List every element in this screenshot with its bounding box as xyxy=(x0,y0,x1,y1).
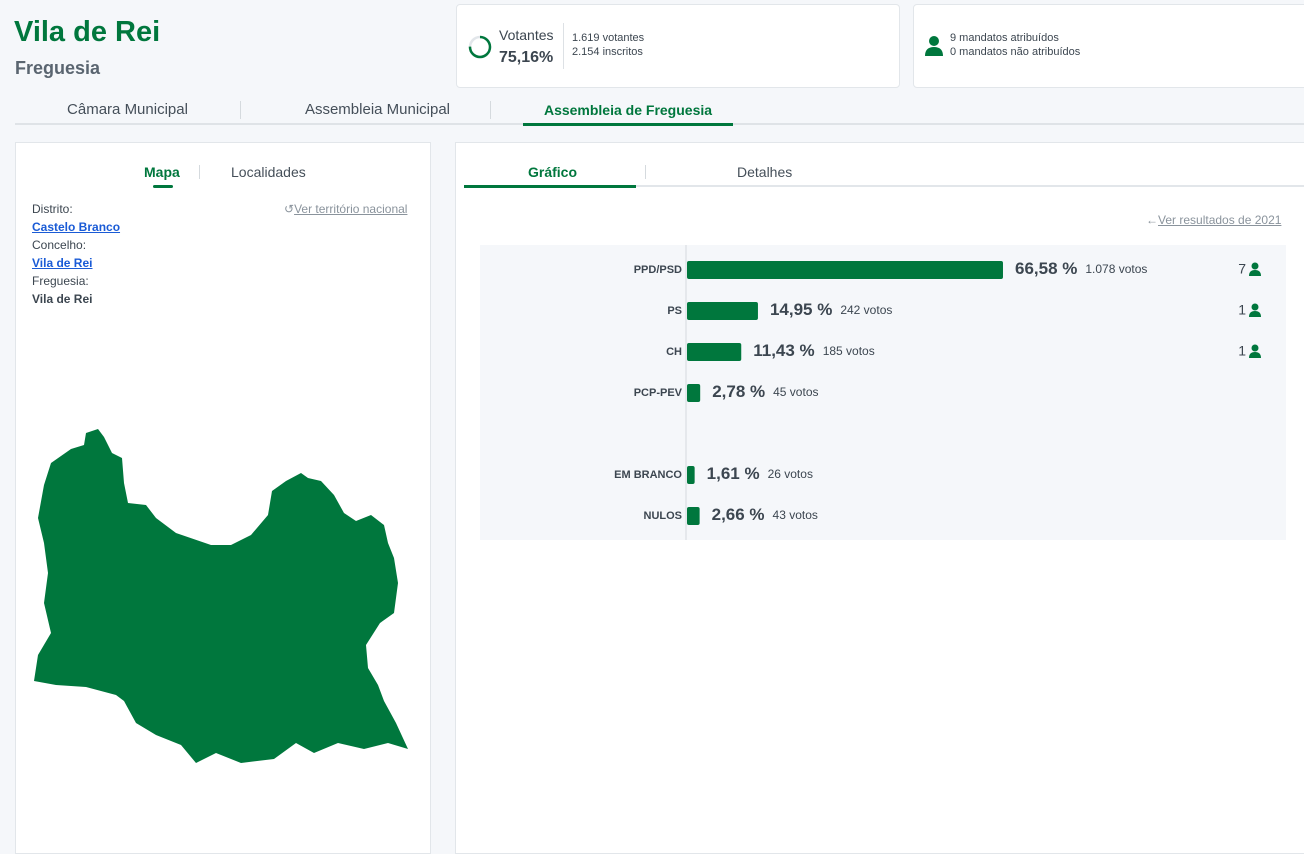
chart-tab-underline xyxy=(464,185,636,188)
mandates-unassigned: 0 mandatos não atribuídos xyxy=(950,46,1081,58)
bar-label: 1,61 % 26 votos xyxy=(707,464,813,483)
national-link-text[interactable]: Ver território nacional xyxy=(294,202,408,216)
bar xyxy=(687,261,1003,279)
party-label: EM BRANCO xyxy=(614,469,682,481)
person-icon xyxy=(1251,303,1259,311)
person-icon xyxy=(1251,262,1259,270)
percent: 66,58 % xyxy=(1015,259,1077,278)
national-link[interactable]: ↺Ver território nacional xyxy=(284,202,408,216)
party-label: PPD/PSD xyxy=(634,264,682,276)
person-icon xyxy=(1249,270,1261,276)
field-value: Vila de Rei xyxy=(32,292,93,306)
person-icon xyxy=(1251,344,1259,352)
votes: 45 votos xyxy=(773,385,818,399)
map xyxy=(34,429,408,763)
person-icon xyxy=(925,36,943,56)
bar-label: 11,43 % 185 votos xyxy=(753,341,875,360)
percent: 2,66 % xyxy=(712,505,765,524)
tab-underline xyxy=(523,123,733,126)
party-label: NULOS xyxy=(644,510,683,522)
party-label: CH xyxy=(666,346,682,358)
results-link-text[interactable]: Ver resultados de 2021 xyxy=(1158,213,1282,227)
percent: 1,61 % xyxy=(707,464,760,483)
turnout-value: 75,16% xyxy=(499,49,554,66)
person-icon xyxy=(1249,352,1261,358)
map-tab[interactable]: Mapa xyxy=(144,164,180,180)
tab-active[interactable]: Assembleia de Freguesia xyxy=(543,102,713,118)
tab[interactable]: Assembleia Municipal xyxy=(304,101,451,118)
turnout-ring-svg xyxy=(468,35,492,59)
left-panel: Mapa Localidades ↺Ver território naciona… xyxy=(15,142,431,854)
mandates-card: 9 mandatos atribuídos 0 mandatos não atr… xyxy=(913,4,1304,88)
field-label: Distrito: xyxy=(32,202,73,216)
votes: 26 votos xyxy=(768,467,813,481)
turnout-card: Votantes 75,16% 1.619 votantes 2.154 ins… xyxy=(456,4,900,88)
voters: 1.619 votantes xyxy=(572,32,645,44)
party-label: PS xyxy=(667,305,682,317)
title: Vila de Rei xyxy=(14,16,161,48)
divider xyxy=(563,23,564,69)
field-link[interactable]: Vila de Rei xyxy=(32,256,93,270)
bar-label: 14,95 % 242 votos xyxy=(770,300,892,319)
bar-label: 2,66 % 43 votos xyxy=(712,505,818,524)
bar xyxy=(687,343,742,361)
chart-tab[interactable]: Gráfico xyxy=(528,164,578,180)
details-tab[interactable]: Detalhes xyxy=(737,164,793,180)
bar xyxy=(687,507,700,525)
mandates: 7 xyxy=(1238,261,1246,277)
party-label: PCP-PEV xyxy=(634,387,683,399)
field-label: Concelho: xyxy=(32,238,87,252)
field-link[interactable]: Castelo Branco xyxy=(32,220,121,234)
registered: 2.154 inscritos xyxy=(572,46,643,58)
mandates: 1 xyxy=(1238,302,1246,318)
bar xyxy=(687,384,701,402)
results-link[interactable]: ←Ver resultados de 2021 xyxy=(1146,213,1282,227)
turnout-label: Votantes xyxy=(499,27,554,43)
localidades-tab[interactable]: Localidades xyxy=(231,164,306,180)
percent: 2,78 % xyxy=(712,382,765,401)
field-label: Freguesia: xyxy=(32,274,89,288)
bar-label: 66,58 % 1.078 votos xyxy=(1015,259,1147,278)
votes: 242 votos xyxy=(840,303,892,317)
bar-label: 2,78 % 45 votos xyxy=(712,382,818,401)
person-icon xyxy=(1249,311,1261,317)
votes: 185 votos xyxy=(823,344,875,358)
subtitle: Freguesia xyxy=(15,58,101,78)
votes: 43 votos xyxy=(773,508,818,522)
tab[interactable]: Câmara Municipal xyxy=(67,101,188,118)
bar xyxy=(687,302,758,320)
percent: 11,43 % xyxy=(753,341,814,360)
mandates: 1 xyxy=(1238,343,1246,359)
bar xyxy=(687,466,695,484)
turnout-ring xyxy=(468,35,492,59)
results-chart: PPD/PSD 66,58 % 1.078 votos 7 PS 14,95 % 242 v… xyxy=(480,245,1286,540)
mandates-assigned: 9 mandatos atribuídos xyxy=(950,32,1059,44)
percent: 14,95 % xyxy=(770,300,832,319)
votes: 1.078 votos xyxy=(1085,262,1147,276)
